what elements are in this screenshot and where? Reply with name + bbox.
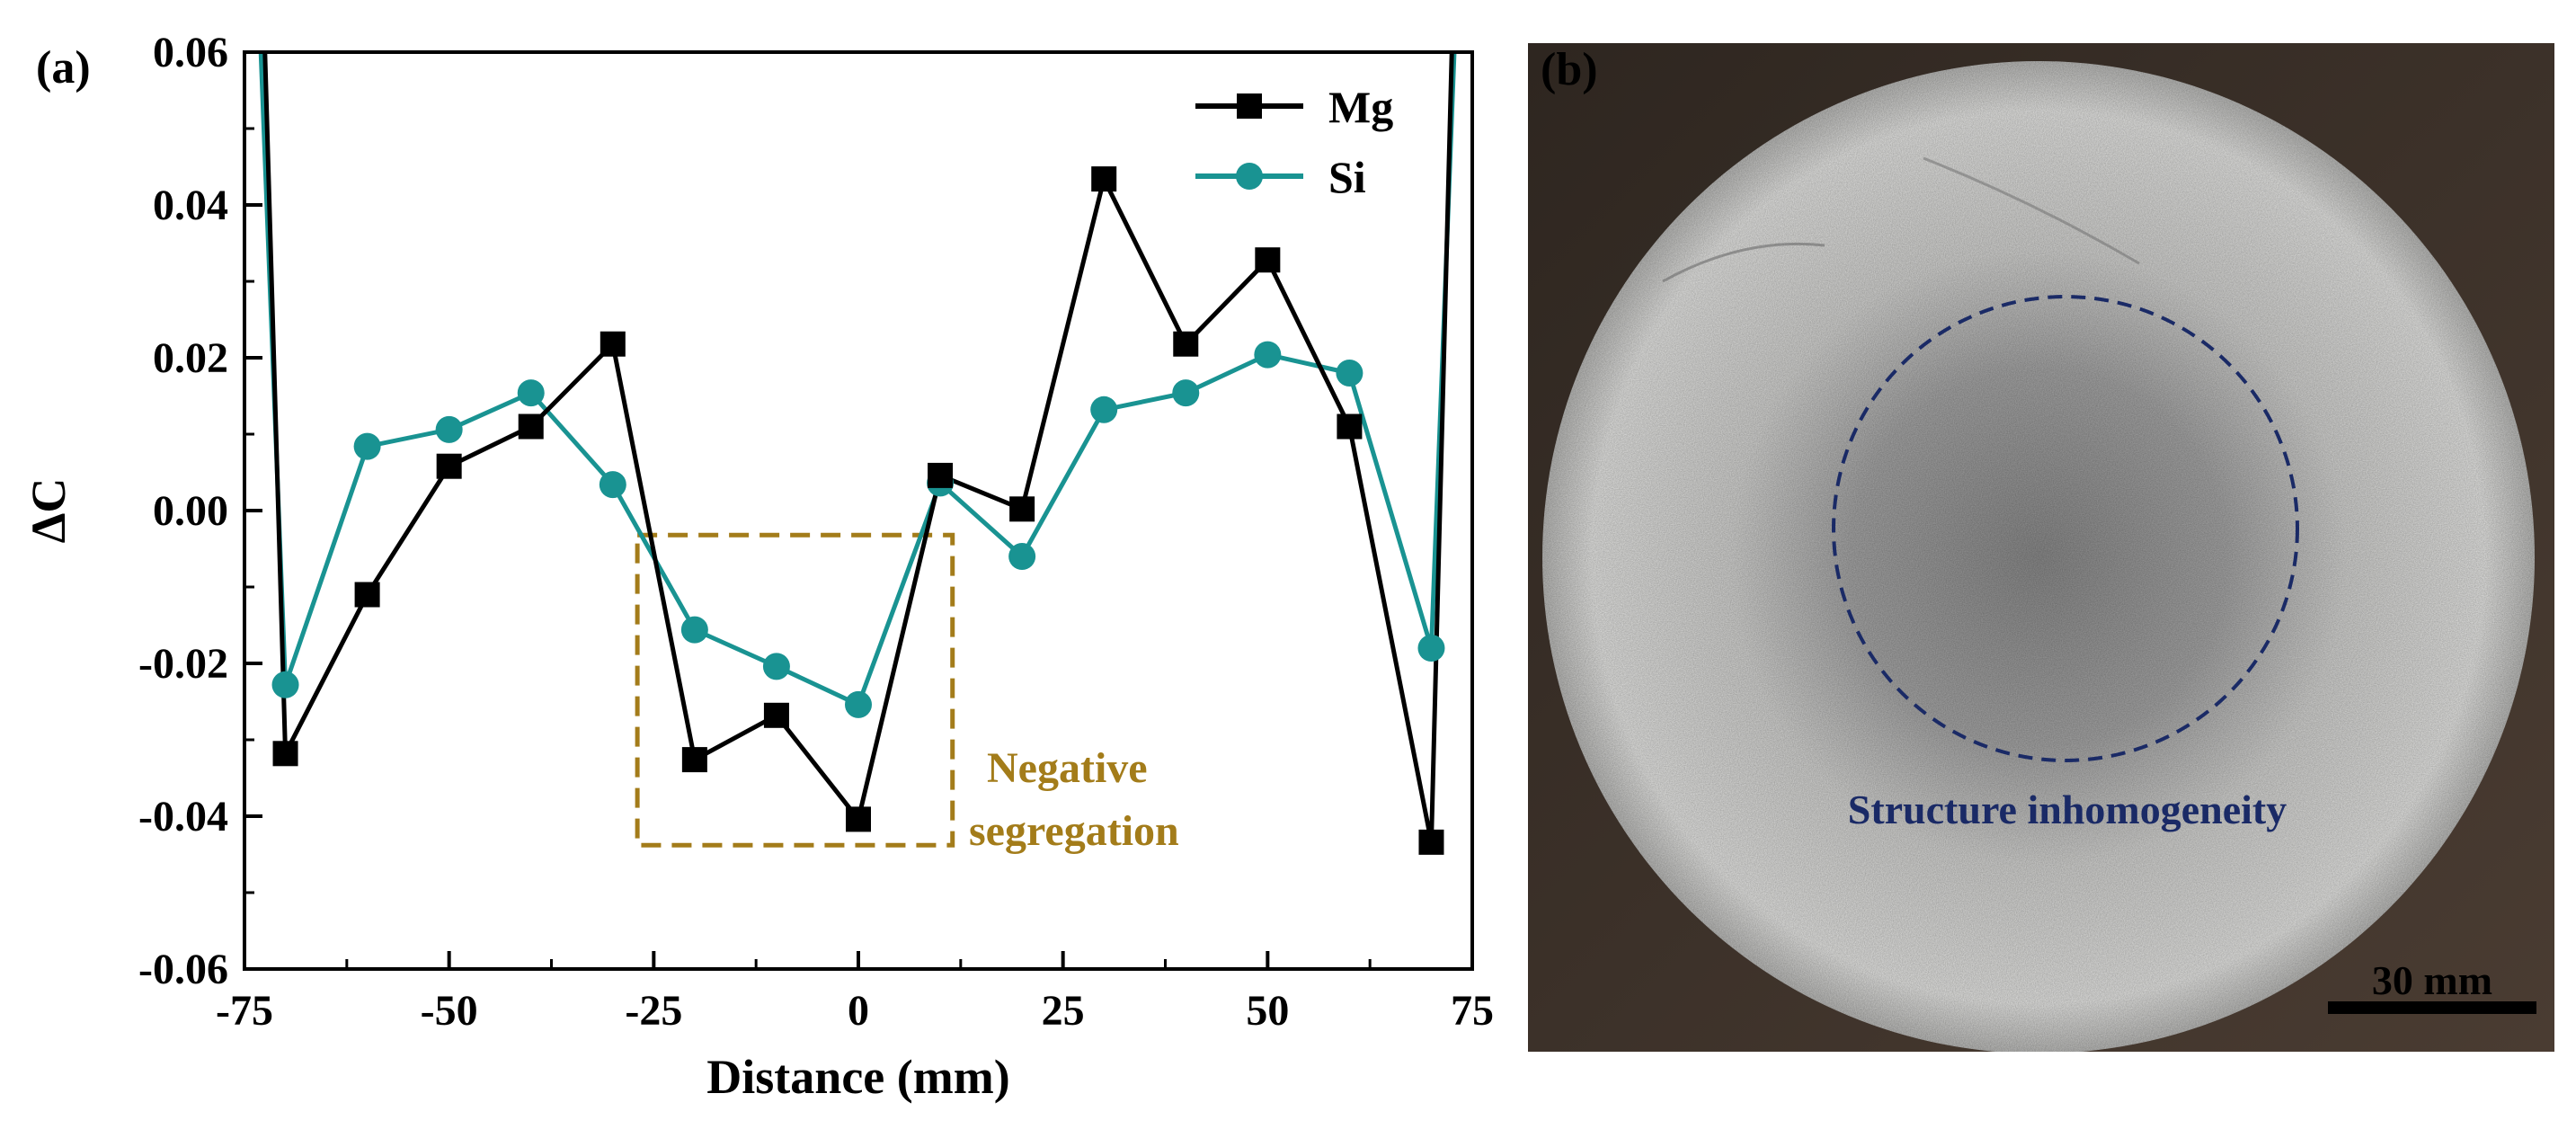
negative-segregation-box (635, 532, 955, 848)
x-tick-label: 50 (1246, 987, 1289, 1035)
y-tick-label: -0.06 (138, 946, 228, 993)
scale-bar-label: 30 mm (2372, 957, 2492, 1003)
x-tick-label: 75 (1451, 987, 1494, 1035)
data-point-si (762, 653, 790, 680)
legend-mg-marker (1237, 93, 1262, 119)
disc-grain (1542, 61, 2535, 1052)
data-point-mg (1009, 496, 1035, 522)
y-tick-label: 0.00 (153, 487, 228, 535)
sample-photo-svg: Structure inhomogeneity (b) 30 mm (1528, 43, 2554, 1052)
panel-a-label: (a) (36, 42, 91, 93)
annotation-line-1: Negative (987, 744, 1148, 792)
legend-si-marker (1236, 163, 1263, 190)
data-point-si (1336, 360, 1364, 387)
data-point-mg (681, 747, 707, 773)
scratch-mark (1662, 242, 1825, 283)
data-point-si (1172, 379, 1200, 407)
inhomogeneity-circle (1832, 295, 2299, 762)
y-tick-label: 0.04 (153, 182, 228, 229)
x-tick-label: 0 (848, 987, 869, 1035)
data-point-mg (928, 462, 954, 488)
data-point-si (1090, 396, 1118, 423)
sample-photo: Structure inhomogeneity (b) 30 mm (1528, 43, 2554, 1052)
legend: Mg Si (1195, 82, 1393, 202)
data-point-si (1254, 341, 1282, 369)
panel-b-label: (b) (1541, 44, 1598, 95)
series-line-si (258, 52, 1457, 708)
data-point-mg (1091, 166, 1117, 192)
x-tick-label: 25 (1042, 987, 1085, 1035)
data-point-si (435, 415, 463, 443)
x-tick-label: -25 (625, 987, 682, 1035)
data-point-si (1008, 543, 1036, 570)
data-point-mg (1337, 413, 1363, 440)
tick-layer: -75 -50 -25 0 25 50 75 0.06 0.04 0.02 0.00 -0.02 -0.… (138, 29, 1494, 1035)
data-point-mg (354, 582, 380, 608)
data-point-si (517, 379, 545, 407)
data-point-mg (518, 413, 544, 440)
annotation-line-2: segregation (969, 807, 1179, 855)
series-layer (258, 52, 1457, 843)
scale-bar (2328, 1001, 2536, 1014)
series-line-mg (262, 52, 1454, 843)
data-point-mg (436, 453, 462, 479)
y-tick-label: -0.04 (138, 793, 228, 840)
data-point-mg (763, 702, 789, 728)
data-point-si (845, 690, 872, 718)
inhomogeneity-label: Structure inhomogeneity (1848, 787, 2287, 832)
data-point-si (271, 671, 299, 698)
legend-mg-label: Mg (1328, 82, 1393, 132)
data-point-si (599, 471, 626, 499)
data-point-si (1417, 635, 1445, 662)
data-point-mg (846, 806, 871, 832)
data-point-mg (1418, 829, 1444, 855)
y-tick-label: 0.02 (153, 334, 228, 382)
legend-si-label: Si (1328, 152, 1366, 202)
scratch-mark (1923, 156, 2140, 265)
annotation-layer (635, 532, 955, 848)
y-axis-title: ΔC (22, 478, 76, 544)
data-point-si (353, 432, 381, 460)
x-tick-label: -75 (216, 987, 273, 1035)
data-point-mg (600, 331, 626, 357)
data-point-mg (1173, 331, 1199, 357)
marker-layer (271, 166, 1445, 855)
data-point-si (680, 616, 708, 644)
line-chart: (a) -75 -50 -25 0 25 50 75 0.06 0.04 0.02 0.00 -0.0… (22, 29, 1494, 1104)
data-point-mg (272, 741, 298, 767)
x-tick-label: -50 (421, 987, 478, 1035)
y-tick-label: 0.06 (153, 29, 228, 76)
x-axis-title: Distance (mm) (706, 1050, 1009, 1104)
data-point-mg (1255, 247, 1281, 273)
y-tick-label: -0.02 (138, 640, 228, 688)
